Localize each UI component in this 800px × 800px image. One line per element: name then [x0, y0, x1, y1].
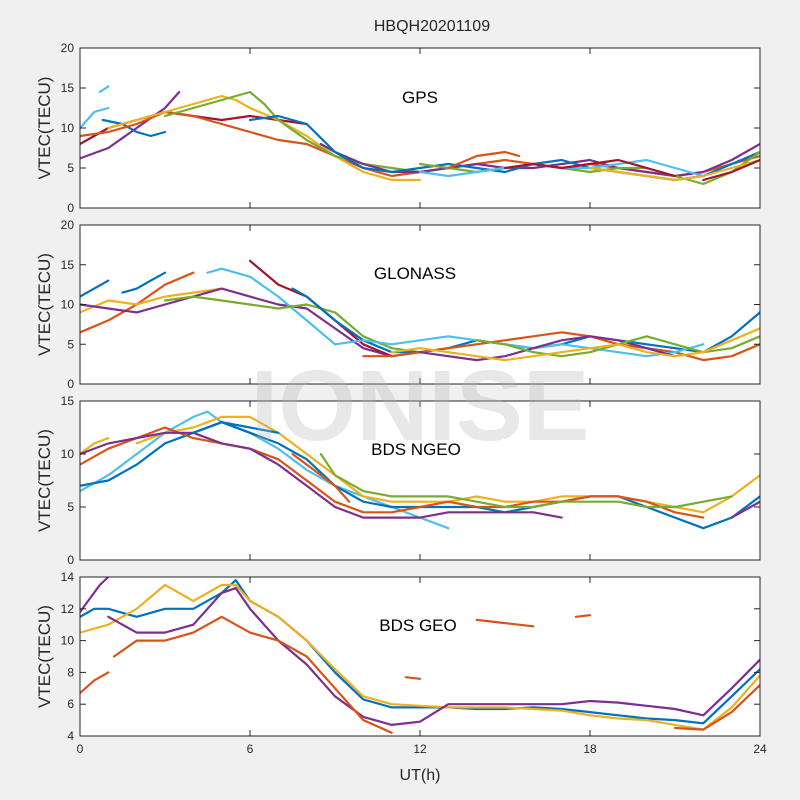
- bds-geo-x-tick-label: 12: [413, 742, 427, 756]
- glonass-y-tick-label: 20: [61, 218, 75, 232]
- gps-series-line-8: [163, 90, 422, 174]
- bds-geo-y-tick-label: 10: [61, 634, 75, 648]
- glonass-system-label: GLONASS: [374, 264, 456, 283]
- watermark: IONISE: [251, 350, 590, 462]
- panel-bds-geo: 4 6 8 10 12 14 0 6 12 18 24 VTEC(TECU) BDS GEO: [35, 570, 767, 756]
- bds-ngeo-series-line-8: [192, 421, 280, 434]
- bds-ngeo-y-tick-label: 5: [67, 500, 74, 514]
- bds-geo-series-line-4: [107, 586, 760, 727]
- gps-y-axis-label: VTEC(TECU): [35, 77, 54, 180]
- bds-geo-plot-area: [80, 577, 760, 736]
- bds-geo-y-tick-label: 6: [67, 697, 74, 711]
- chart-panels: 0 5 10 15 20 VTEC(TECU) GPS 0 5 10 15 20 VTEC(TECU) G…: [35, 41, 767, 756]
- glonass-series-line-10: [362, 331, 760, 362]
- bds-ngeo-series-group: [80, 410, 760, 530]
- bds-ngeo-y-tick-label: 10: [61, 447, 75, 461]
- bds-geo-series-line-8: [475, 618, 535, 628]
- bds-geo-series-line-7: [404, 676, 422, 680]
- bds-ngeo-series-line-10: [291, 452, 351, 503]
- gps-series-line-3: [80, 90, 181, 160]
- bds-geo-series-line-9: [574, 614, 592, 618]
- bds-geo-y-tick-label: 12: [61, 602, 75, 616]
- bds-geo-y-axis-label: VTEC(TECU): [35, 605, 54, 708]
- glonass-series-line-11: [333, 335, 705, 358]
- bds-geo-series-line-2: [80, 583, 760, 731]
- gps-series-line-14: [447, 150, 521, 170]
- panel-gps: 0 5 10 15 20 VTEC(TECU) GPS: [35, 41, 761, 215]
- gps-series-line-4: [101, 118, 167, 138]
- gps-series-line-7: [107, 94, 422, 182]
- bds-ngeo-system-label: BDS NGEO: [371, 440, 461, 459]
- glonass-series-line-14: [390, 327, 760, 362]
- gps-series-line-13: [503, 158, 677, 178]
- bds-geo-x-tick-label: 24: [753, 742, 767, 756]
- bds-ngeo-series-line-6: [80, 431, 563, 519]
- panel-bds-ngeo: 0 5 10 15 VTEC(TECU) BDS NGEO: [35, 394, 761, 567]
- bds-geo-series-line-1: [80, 579, 760, 725]
- glonass-y-tick-label: 10: [61, 298, 75, 312]
- bds-geo-series-line-6: [112, 615, 393, 734]
- glonass-y-tick-label: 15: [61, 258, 75, 272]
- glonass-y-tick-label: 0: [67, 377, 74, 391]
- gps-y-tick-label: 15: [61, 81, 75, 95]
- glonass-y-axis-label: VTEC(TECU): [35, 253, 54, 356]
- gps-series-line-9: [319, 142, 760, 178]
- bds-ngeo-series-line-7: [319, 452, 733, 509]
- glonass-series-line-7: [163, 295, 450, 354]
- gps-system-label: GPS: [402, 88, 438, 107]
- glonass-plot-area: [80, 225, 760, 384]
- gps-series-group: [80, 85, 760, 186]
- gps-y-tick-label: 10: [61, 121, 75, 135]
- bds-ngeo-series-line-5: [80, 426, 705, 519]
- glonass-series-line-12: [418, 335, 677, 362]
- gps-series-line-2: [98, 85, 110, 94]
- x-axis-label: UT(h): [400, 767, 441, 784]
- glonass-series-group: [80, 259, 760, 362]
- bds-geo-x-tick-label: 18: [583, 742, 597, 756]
- gps-plot-area: [80, 48, 760, 208]
- bds-geo-x-tick-label: 0: [77, 742, 84, 756]
- bds-geo-x-tick-label: 6: [247, 742, 254, 756]
- glonass-series-line-4: [80, 287, 223, 314]
- bds-geo-y-tick-label: 4: [67, 729, 74, 743]
- bds-ngeo-y-tick-label: 15: [61, 394, 75, 408]
- bds-ngeo-series-line-9: [730, 500, 760, 519]
- bds-geo-series-group: [80, 577, 760, 734]
- glonass-y-tick-label: 5: [67, 337, 74, 351]
- panel-glonass: 0 5 10 15 20 VTEC(TECU) GLONASS: [35, 218, 761, 391]
- bds-geo-series-line-10: [673, 683, 760, 731]
- gps-series-line-15: [588, 158, 760, 182]
- glonass-series-line-6: [206, 267, 337, 346]
- glonass-series-line-1: [80, 279, 110, 298]
- gps-y-tick-label: 0: [67, 201, 74, 215]
- bds-ngeo-series-line-2: [80, 437, 110, 456]
- bds-geo-series-line-5: [80, 671, 110, 695]
- glonass-series-line-5: [80, 287, 422, 358]
- bds-geo-y-tick-label: 14: [61, 570, 75, 584]
- bds-geo-system-label: BDS GEO: [379, 616, 456, 635]
- bds-ngeo-y-axis-label: VTEC(TECU): [35, 429, 54, 532]
- glonass-series-line-2: [121, 271, 167, 294]
- gps-series-line-1: [80, 106, 110, 130]
- bds-geo-series-line-3: [80, 577, 110, 614]
- gps-y-tick-label: 5: [67, 161, 74, 175]
- gps-y-tick-label: 20: [61, 41, 75, 55]
- bds-geo-y-tick-label: 8: [67, 665, 74, 679]
- bds-ngeo-y-tick-label: 0: [67, 553, 74, 567]
- gps-series-line-16: [702, 158, 760, 182]
- figure-title: HBQH20201109: [374, 18, 490, 35]
